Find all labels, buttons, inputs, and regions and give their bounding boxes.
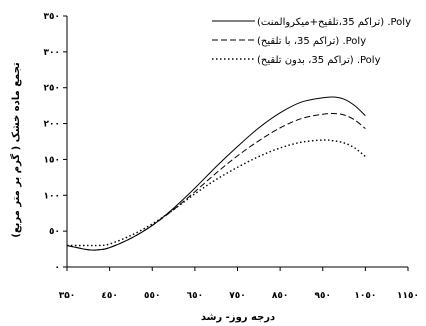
y-tick-label: ۳٥۰: [44, 12, 60, 22]
y-tick-label: ۱٥۰: [44, 155, 60, 165]
y-tick-label: ۰: [55, 263, 61, 273]
x-tick-label: ٤٥٠: [101, 291, 117, 301]
y-tick-label: ۲٥۰: [44, 84, 60, 94]
legend-label-3: (تراکم 35، بدون تلقیح) .Poly: [257, 55, 381, 66]
x-tick-label: ٦٥٠: [187, 291, 203, 301]
y-tick-label: ۱۰۰: [44, 191, 60, 201]
x-tick-label: ٩٥٠: [315, 291, 331, 301]
legend-label-1: (تراکم 35،تلقیح+میکروالمنت) .Poly: [257, 17, 411, 28]
series-line-3: [66, 139, 366, 247]
x-axis-title: درجه روز- رشد: [201, 312, 275, 323]
y-tick-label: ۳۰۰: [44, 48, 60, 58]
series-line-2: [66, 112, 366, 251]
y-tick-label: ۲۰۰: [44, 120, 60, 130]
series-layer: [66, 96, 366, 251]
x-tick-label: ۳۵۰: [59, 291, 75, 301]
legend: (تراکم 35،تلقیح+میکروالمنت) .Poly (تراکم …: [212, 17, 411, 66]
x-tick-label: ١٠٥٠: [354, 291, 376, 301]
series-line-1: [66, 96, 366, 251]
legend-label-2: (تراکم 35، با تلقیح) .Poly: [257, 36, 366, 47]
y-tick-label: ٥۰: [49, 227, 60, 237]
x-tick-label: ٨٥٠: [272, 291, 288, 301]
y-axis-title: تجمع ماده خشک ( گرم بر متر مربع): [9, 62, 22, 238]
x-tick-label: ١١٥٠: [397, 291, 419, 301]
x-tick-label: ٧٥٠: [229, 291, 245, 301]
axes: ۰ ٥۰ ۱۰۰ ۱٥۰ ۲۰۰ ۲٥۰ ۳۰۰ ۳٥۰ ۳۵۰ ٤٥٠ ٥٥٠ ٦٥٠ ٧٥٠ ٨٥٠ ٩…: [44, 12, 419, 301]
x-tick-label: ٥٥٠: [144, 291, 160, 301]
